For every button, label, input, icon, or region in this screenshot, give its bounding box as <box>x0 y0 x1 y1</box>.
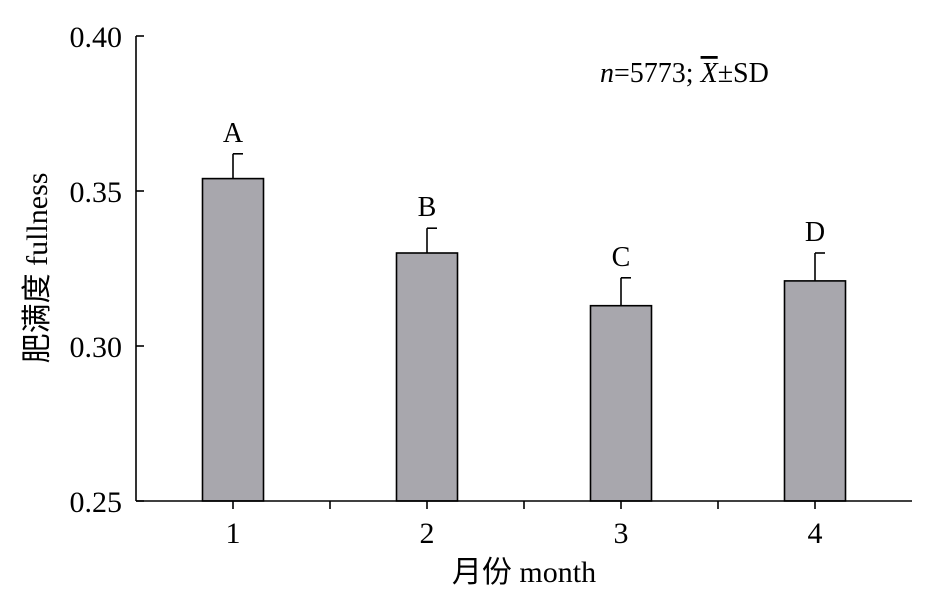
sample-size-annotation: n=5773; X±SD <box>600 58 769 89</box>
y-tick-label-0.30: 0.30 <box>70 331 123 364</box>
significance-labels: A B C D <box>223 118 825 273</box>
y-tick-label-0.25: 0.25 <box>70 486 123 519</box>
error-bar-month-4 <box>814 252 825 281</box>
error-bars <box>232 153 825 306</box>
significance-label-D: D <box>805 217 825 248</box>
significance-label-B: B <box>418 192 437 223</box>
bar-month-1 <box>201 177 265 502</box>
annotation-xbar: X <box>700 58 719 89</box>
x-tick-label-3: 3 <box>614 517 629 550</box>
annotation-n: n <box>600 58 614 89</box>
significance-label-A: A <box>223 118 244 149</box>
error-bar-month-2 <box>426 227 437 253</box>
x-tick-label-4: 4 <box>808 517 823 550</box>
y-axis-title: 肥满度 fullness <box>21 173 54 364</box>
y-tick-label-0.35: 0.35 <box>70 176 123 209</box>
x-tick-label-1: 1 <box>226 517 241 550</box>
x-ticks: 1 2 3 4 <box>226 501 823 550</box>
annotation-suffix: ±SD <box>718 58 769 89</box>
bars <box>201 177 847 502</box>
error-bar-month-1 <box>232 153 243 179</box>
x-axis-title: 月份 month <box>452 556 596 589</box>
bar-month-4 <box>783 280 847 502</box>
bar-month-3 <box>589 304 653 502</box>
error-bar-month-3 <box>620 276 631 306</box>
significance-label-C: C <box>612 242 631 273</box>
y-tick-label-0.40: 0.40 <box>70 21 123 54</box>
bar-month-2 <box>395 252 459 502</box>
x-tick-label-2: 2 <box>420 517 435 550</box>
y-ticks: 0.25 0.30 0.35 0.40 <box>70 21 144 519</box>
annotation-n-value: =5773; <box>614 58 701 89</box>
